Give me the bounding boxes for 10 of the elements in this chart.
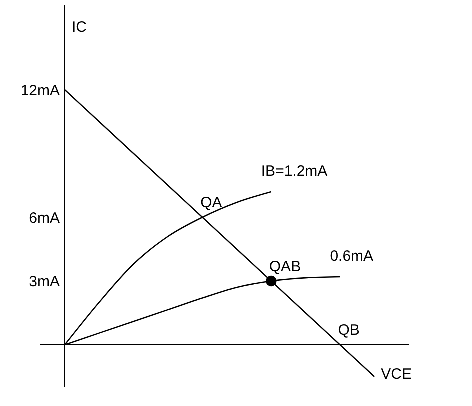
x-axis-title: VCE (381, 366, 412, 383)
y-tick-label: 12mA (20, 82, 60, 100)
series-label: 0.6mA (330, 248, 374, 265)
series-label: IB=1.2mA (261, 163, 328, 180)
annotation: QB (338, 322, 360, 339)
annotation: QAB (269, 258, 302, 276)
annotation: QA (200, 194, 222, 212)
y-tick-label: 3mA (29, 274, 60, 290)
y-axis-title: IC (72, 19, 88, 36)
y-tick-label: 6mA (29, 210, 60, 227)
